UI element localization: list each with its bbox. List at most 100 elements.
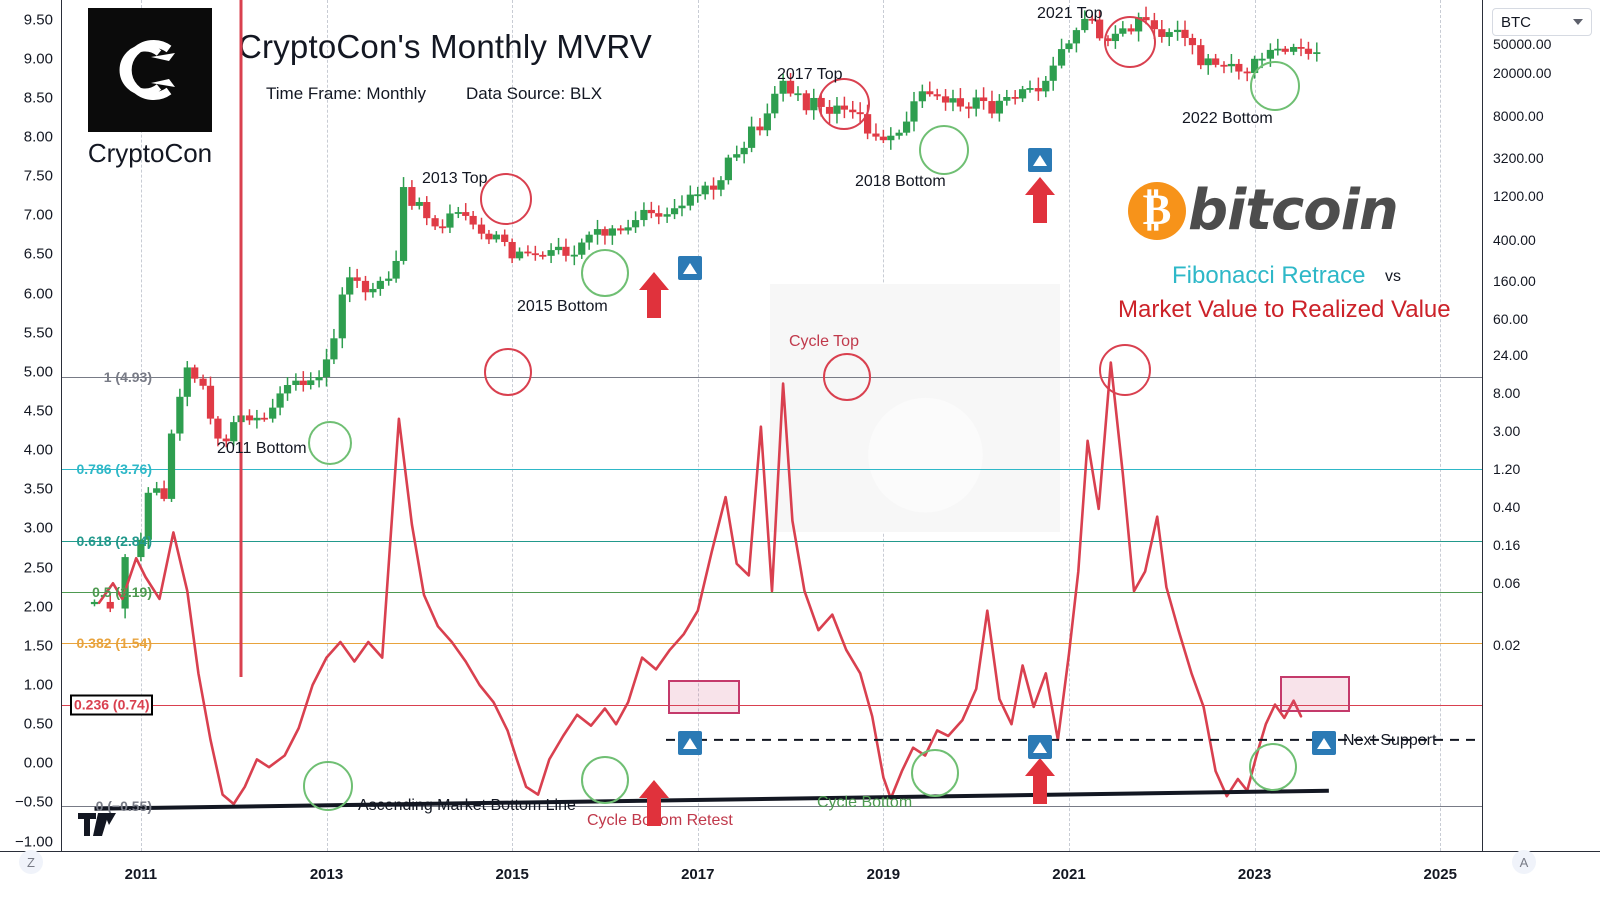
circle-2021-top: [1104, 16, 1156, 68]
highlight-box-2023-consolidation: [1280, 676, 1350, 712]
right-axis-tick: 0.40: [1493, 499, 1521, 515]
bitcoin-legend: ₿ bitcoin: [1128, 178, 1399, 243]
left-axis-tick: 5.00: [23, 363, 53, 381]
time-axis-tick: 2011: [124, 866, 158, 883]
left-axis-tick: 4.50: [23, 402, 53, 420]
triangle-up-icon: [1033, 154, 1047, 166]
tradingview-logo[interactable]: [78, 812, 116, 843]
left-axis-tick: 2.50: [23, 559, 53, 577]
vertical-gridline: [1254, 0, 1256, 851]
label-2013-top: 2013 Top: [422, 170, 488, 187]
label-ascending-market-bottom-line: Ascending Market Bottom Line: [358, 797, 576, 814]
time-axis-tick: 2023: [1237, 866, 1272, 883]
page-title: CryptoCon's Monthly MVRV: [238, 28, 652, 65]
circle-mvrv-2011-bottom: [303, 761, 353, 811]
blue-marker-next-support-legend[interactable]: [1312, 731, 1336, 755]
fib-level-line: [62, 806, 1482, 808]
bitcoin-coin-icon: ₿: [1128, 181, 1186, 240]
zoom-out-badge[interactable]: Z: [19, 850, 43, 874]
blue-marker-price-2020[interactable]: [1028, 148, 1052, 172]
chart-plot-area[interactable]: ● 2011 Bottom 2013 Top 2015 Bottom 2017 Top…: [62, 0, 1482, 851]
data-source-label: Data Source: BLX: [466, 84, 603, 103]
vs-label: vs: [1385, 268, 1401, 285]
red-arrow-2015-price: [639, 272, 669, 318]
right-axis-tick: 1.20: [1493, 461, 1521, 477]
blue-marker-price-2016[interactable]: [678, 256, 702, 280]
left-axis-tick: 5.50: [23, 324, 53, 342]
time-axis-tick: 2015: [495, 866, 529, 883]
label-2015-bottom: 2015 Bottom: [517, 298, 608, 315]
time-axis-tick: 2013: [309, 866, 344, 883]
time-frame-label: Time Frame: Monthly: [266, 84, 426, 103]
cryptocon-watermark-icon: ●: [860, 356, 991, 530]
left-price-axis[interactable]: 9.50 9.00 8.50 8.00 7.50 7.00 6.50 6.00 5.50 5.00…: [0, 0, 62, 851]
chevron-down-icon[interactable]: [1573, 19, 1583, 25]
right-axis-tick: 160.00: [1493, 273, 1536, 289]
circle-mvrv-2021-top: [1099, 344, 1151, 396]
fib-level-label: 0.5 (2.19): [92, 583, 152, 600]
red-arrow-2020-price: [1025, 177, 1055, 223]
circle-2013-top: [480, 173, 532, 225]
cryptocon-wordmark: CryptoCon: [87, 138, 213, 168]
left-axis-tick: 1.50: [23, 637, 53, 655]
highlight-box-2016-consolidation: [668, 680, 740, 714]
circle-mvrv-2022-bottom: [1249, 743, 1297, 791]
right-axis-tick: 24.00: [1493, 347, 1529, 363]
circle-2018-bottom: [919, 125, 969, 175]
triangle-up-icon: [683, 737, 697, 749]
left-axis-tick: −1.00: [15, 833, 53, 851]
time-axis-tick: 2019: [866, 866, 901, 883]
symbol-selector[interactable]: BTC: [1492, 8, 1592, 36]
left-axis-tick: 9.00: [23, 50, 53, 68]
right-axis-tick: 8000.00: [1493, 108, 1544, 124]
label-2018-bottom: 2018 Bottom: [855, 173, 946, 190]
blue-marker-mvrv-2020[interactable]: [1028, 735, 1052, 759]
circle-2022-bottom: [1250, 61, 1300, 111]
mvrv-label: Market Value to Realized Value: [1118, 296, 1451, 323]
right-axis-tick: 50000.00: [1493, 36, 1552, 52]
circle-2015-bottom: [581, 249, 629, 297]
circle-2011-bottom: [308, 421, 352, 465]
circle-mvrv-2018-bottom: [911, 749, 959, 797]
circle-mvrv-2017-top: [823, 353, 871, 401]
time-axis-tick: 2021: [1052, 866, 1086, 883]
right-axis-tick: 3.00: [1493, 423, 1521, 439]
left-axis-tick: 0.00: [23, 754, 53, 772]
label-cycle-top: Cycle Top: [789, 333, 859, 350]
time-axis-tick: 2017: [681, 866, 715, 883]
left-axis-tick: 9.50: [23, 11, 53, 29]
fib-level-line: [62, 642, 1482, 644]
left-axis-tick: 7.00: [23, 206, 53, 224]
fib-level-line: [62, 377, 1482, 379]
right-axis-tick: 0.02: [1493, 637, 1521, 653]
right-axis-tick: 3200.00: [1493, 150, 1544, 166]
left-axis-tick: −0.50: [15, 793, 53, 811]
vertical-gridline: [697, 0, 699, 851]
right-axis-tick: 0.16: [1493, 537, 1521, 553]
label-next-support: Next Support: [1343, 732, 1437, 749]
fib-level-line: [62, 540, 1482, 542]
label-2017-top: 2017 Top: [777, 66, 843, 83]
cryptocon-logo: [88, 8, 212, 132]
triangle-up-icon: [1317, 737, 1331, 749]
left-axis-tick: 8.00: [23, 128, 53, 146]
blue-marker-mvrv-2016[interactable]: [678, 731, 702, 755]
symbol-selector-value: BTC: [1501, 13, 1531, 31]
tradingview-logo-icon: [78, 813, 116, 836]
vertical-gridline: [512, 0, 514, 851]
red-arrow-mvrv-retest: [639, 780, 669, 826]
cryptocon-logo-icon: [119, 40, 175, 100]
time-axis-tick: 2025: [1423, 866, 1457, 883]
left-axis-tick: 6.50: [23, 245, 53, 263]
time-axis[interactable]: 2011 2013 2015 2017 2019 2021 2023 2025: [0, 851, 1600, 898]
left-axis-tick: 0.50: [23, 715, 53, 733]
left-axis-tick: 3.00: [23, 519, 53, 537]
auto-scale-badge[interactable]: A: [1512, 850, 1536, 874]
right-price-axis[interactable]: 50000.00 20000.00 8000.00 3200.00 1200.00 400…: [1482, 0, 1600, 851]
left-axis-tick: 2.00: [23, 598, 53, 616]
fibonacci-retrace-label: Fibonacci Retrace: [1172, 262, 1366, 289]
bitcoin-wordmark: bitcoin: [1188, 178, 1399, 243]
label-2011-bottom: 2011 Bottom: [217, 440, 307, 457]
circle-mvrv-2013-top: [484, 348, 532, 396]
